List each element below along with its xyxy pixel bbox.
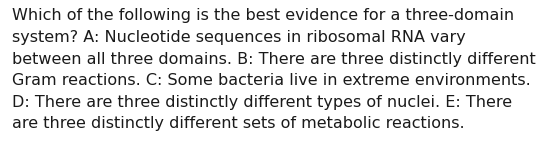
Text: Which of the following is the best evidence for a three-domain
system? A: Nucleo: Which of the following is the best evide…	[12, 8, 536, 131]
